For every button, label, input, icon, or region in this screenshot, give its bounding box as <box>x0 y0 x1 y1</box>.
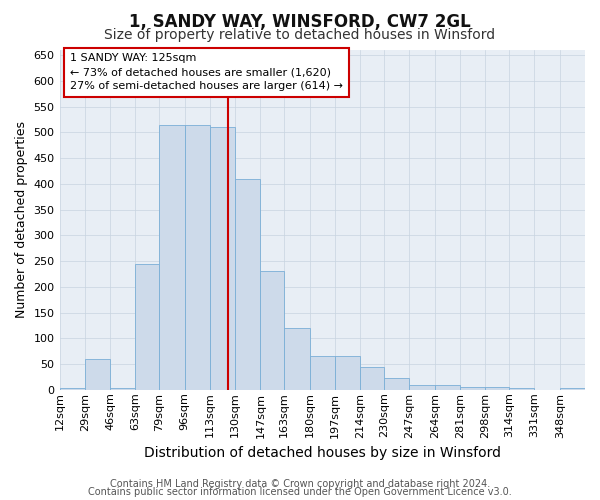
Text: Contains public sector information licensed under the Open Government Licence v3: Contains public sector information licen… <box>88 487 512 497</box>
X-axis label: Distribution of detached houses by size in Winsford: Distribution of detached houses by size … <box>144 446 501 460</box>
Bar <box>509 388 535 390</box>
Bar <box>310 356 335 390</box>
Bar <box>409 384 434 390</box>
Bar <box>560 388 585 390</box>
Bar <box>260 272 284 390</box>
Bar <box>284 328 310 390</box>
Bar <box>460 387 485 390</box>
Bar <box>335 356 360 390</box>
Bar <box>210 127 235 390</box>
Text: Contains HM Land Registry data © Crown copyright and database right 2024.: Contains HM Land Registry data © Crown c… <box>110 479 490 489</box>
Text: Size of property relative to detached houses in Winsford: Size of property relative to detached ho… <box>104 28 496 42</box>
Text: 1 SANDY WAY: 125sqm
← 73% of detached houses are smaller (1,620)
27% of semi-det: 1 SANDY WAY: 125sqm ← 73% of detached ho… <box>70 54 343 92</box>
Y-axis label: Number of detached properties: Number of detached properties <box>15 122 28 318</box>
Bar <box>185 124 210 390</box>
Bar <box>110 388 136 390</box>
Bar <box>159 124 185 390</box>
Bar <box>485 387 509 390</box>
Text: 1, SANDY WAY, WINSFORD, CW7 2GL: 1, SANDY WAY, WINSFORD, CW7 2GL <box>129 12 471 30</box>
Bar <box>434 384 460 390</box>
Bar <box>59 388 85 390</box>
Bar <box>235 178 260 390</box>
Bar <box>384 378 409 390</box>
Bar <box>85 359 110 390</box>
Bar <box>136 264 159 390</box>
Bar <box>360 366 384 390</box>
